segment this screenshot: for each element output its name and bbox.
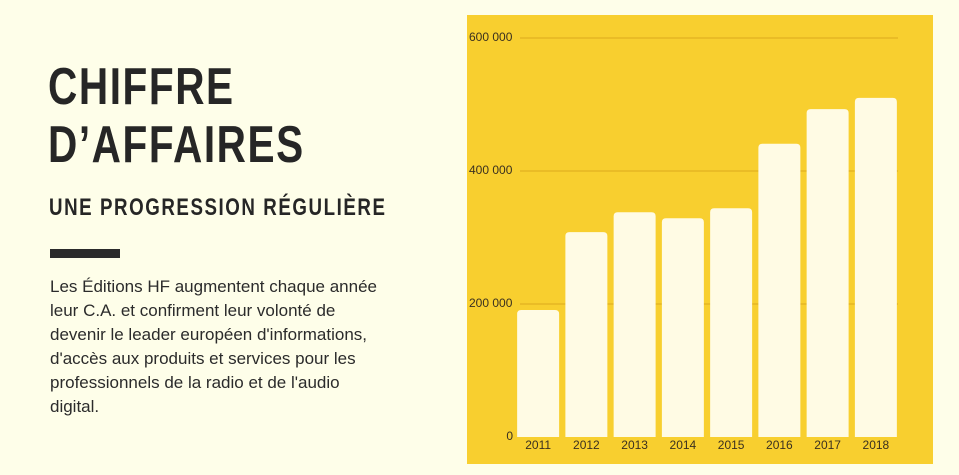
paragraph-line: d'accès aux produits et services pour le… bbox=[50, 349, 356, 368]
divider bbox=[50, 249, 120, 258]
x-tick-label: 2013 bbox=[621, 438, 648, 452]
x-tick-label: 2015 bbox=[718, 438, 745, 452]
bar bbox=[613, 212, 656, 437]
y-tick-label: 600 000 bbox=[469, 30, 513, 44]
bar bbox=[758, 143, 801, 438]
paragraph: Les Éditions HF augmentent chaque année … bbox=[50, 275, 377, 419]
y-tick-label: 200 000 bbox=[469, 296, 513, 310]
x-tick-label: 2018 bbox=[863, 438, 890, 452]
x-tick-label: 2017 bbox=[814, 438, 841, 452]
x-tick-label: 2016 bbox=[766, 438, 793, 452]
x-tick-label: 2011 bbox=[525, 438, 551, 452]
bar bbox=[517, 309, 560, 437]
y-tick-label: 0 bbox=[506, 429, 513, 443]
paragraph-line: digital. bbox=[50, 397, 100, 416]
paragraph-line: professionnels de la radio et de l'audio bbox=[50, 373, 340, 392]
title: CHIFFRE D’AFFAIRES bbox=[48, 58, 305, 174]
bar bbox=[710, 208, 753, 437]
title-line: CHIFFRE bbox=[48, 58, 235, 116]
bar bbox=[661, 218, 704, 437]
subtitle: UNE PROGRESSION RÉGULIÈRE bbox=[49, 194, 387, 221]
paragraph-line: devenir le leader européen d'information… bbox=[50, 325, 367, 344]
bar bbox=[854, 97, 897, 437]
paragraph-line: Les Éditions HF augmentent chaque année bbox=[50, 277, 378, 296]
paragraph-line: leur C.A. et confirment leur volonté de bbox=[50, 301, 336, 320]
title-line: D’AFFAIRES bbox=[48, 116, 305, 174]
x-tick-label: 2012 bbox=[573, 438, 600, 452]
x-tick-label: 2014 bbox=[670, 438, 697, 452]
bar bbox=[565, 232, 608, 437]
y-tick-label: 400 000 bbox=[469, 163, 513, 177]
bar bbox=[806, 109, 849, 437]
